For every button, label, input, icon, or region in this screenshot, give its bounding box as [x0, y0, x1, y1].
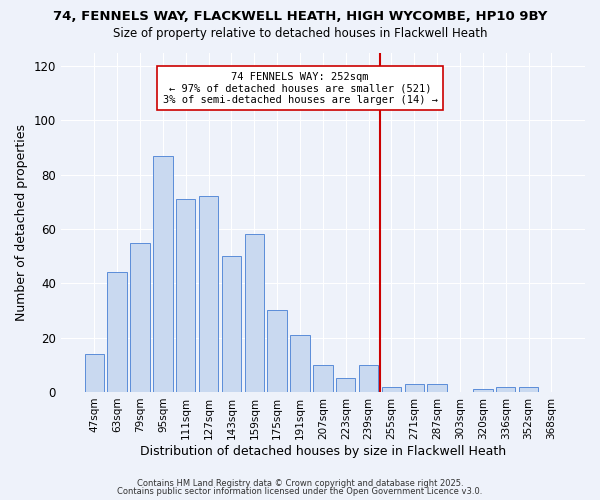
- Y-axis label: Number of detached properties: Number of detached properties: [15, 124, 28, 320]
- Text: 74, FENNELS WAY, FLACKWELL HEATH, HIGH WYCOMBE, HP10 9BY: 74, FENNELS WAY, FLACKWELL HEATH, HIGH W…: [53, 10, 547, 23]
- Bar: [313, 365, 332, 392]
- Bar: [336, 378, 355, 392]
- Bar: [85, 354, 104, 392]
- Bar: [382, 386, 401, 392]
- Text: 74 FENNELS WAY: 252sqm
← 97% of detached houses are smaller (521)
3% of semi-det: 74 FENNELS WAY: 252sqm ← 97% of detached…: [163, 72, 437, 104]
- Text: Contains HM Land Registry data © Crown copyright and database right 2025.: Contains HM Land Registry data © Crown c…: [137, 478, 463, 488]
- Bar: [107, 272, 127, 392]
- Text: Size of property relative to detached houses in Flackwell Heath: Size of property relative to detached ho…: [113, 28, 487, 40]
- Text: Contains public sector information licensed under the Open Government Licence v3: Contains public sector information licen…: [118, 487, 482, 496]
- Bar: [404, 384, 424, 392]
- Bar: [153, 156, 173, 392]
- Bar: [222, 256, 241, 392]
- Bar: [130, 242, 150, 392]
- Bar: [427, 384, 447, 392]
- Bar: [245, 234, 264, 392]
- Bar: [176, 199, 196, 392]
- Bar: [199, 196, 218, 392]
- Bar: [519, 386, 538, 392]
- Bar: [496, 386, 515, 392]
- X-axis label: Distribution of detached houses by size in Flackwell Heath: Distribution of detached houses by size …: [140, 444, 506, 458]
- Bar: [268, 310, 287, 392]
- Bar: [359, 365, 379, 392]
- Bar: [473, 389, 493, 392]
- Bar: [290, 335, 310, 392]
